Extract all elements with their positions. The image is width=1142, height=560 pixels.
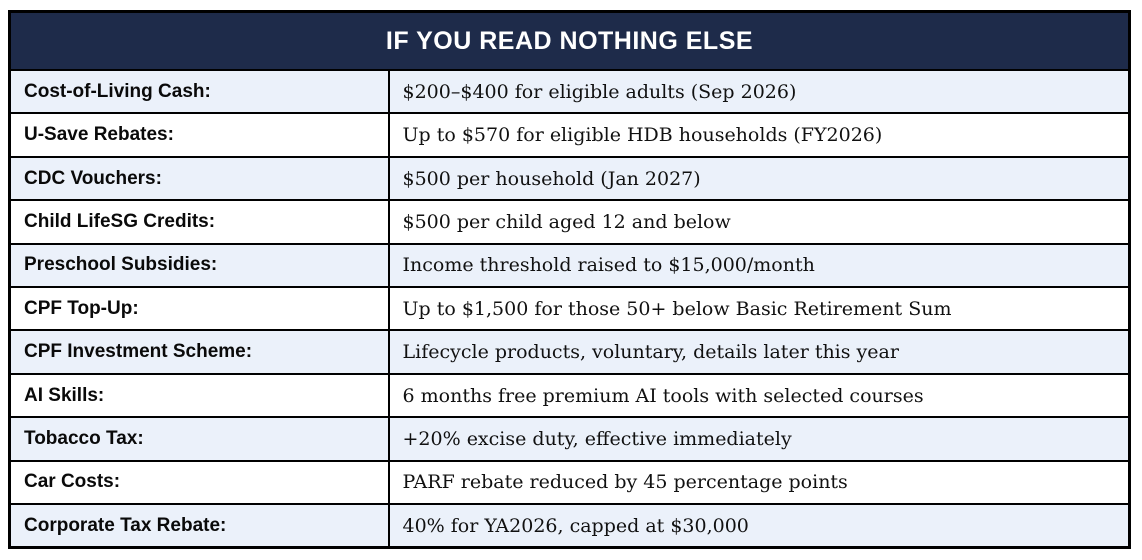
- table-row: Preschool Subsidies: Income threshold ra…: [8, 242, 1131, 289]
- row-label: Tobacco Tax:: [8, 416, 390, 462]
- row-value: $500 per household (Jan 2027): [387, 155, 1131, 202]
- table-row: Tobacco Tax: +20% excise duty, effective…: [8, 416, 1131, 462]
- row-label: U-Save Rebates:: [8, 112, 390, 158]
- row-label: CPF Investment Scheme:: [8, 329, 390, 375]
- row-label: Cost-of-Living Cash:: [8, 68, 390, 115]
- row-value: PARF rebate reduced by 45 percentage poi…: [387, 459, 1131, 506]
- table-row: U-Save Rebates: Up to $570 for eligible …: [8, 112, 1131, 158]
- table-row: Car Costs: PARF rebate reduced by 45 per…: [8, 459, 1131, 506]
- row-value: $500 per child aged 12 and below: [387, 199, 1131, 245]
- row-label: CPF Top-Up:: [8, 286, 390, 332]
- row-value: +20% excise duty, effective immediately: [387, 416, 1131, 462]
- table-row: Cost-of-Living Cash: $200–$400 for eligi…: [8, 68, 1131, 115]
- table-header-row: IF YOU READ NOTHING ELSE: [8, 10, 1131, 71]
- row-value: 40% for YA2026, capped at $30,000: [387, 503, 1131, 549]
- row-label: Car Costs:: [8, 459, 390, 506]
- summary-table-frame: IF YOU READ NOTHING ELSE Cost-of-Living …: [8, 10, 1131, 549]
- table-row: CDC Vouchers: $500 per household (Jan 20…: [8, 155, 1131, 202]
- row-value: Up to $570 for eligible HDB households (…: [387, 112, 1131, 158]
- row-label: Preschool Subsidies:: [8, 242, 390, 289]
- table-row: Child LifeSG Credits: $500 per child age…: [8, 199, 1131, 245]
- row-value: Lifecycle products, voluntary, details l…: [387, 329, 1131, 375]
- row-value: Income threshold raised to $15,000/month: [387, 242, 1131, 289]
- row-value: 6 months free premium AI tools with sele…: [387, 372, 1131, 419]
- table-row: CPF Top-Up: Up to $1,500 for those 50+ b…: [8, 286, 1131, 332]
- table-row: Corporate Tax Rebate: 40% for YA2026, ca…: [8, 503, 1131, 549]
- table-row: AI Skills: 6 months free premium AI tool…: [8, 372, 1131, 419]
- row-label: CDC Vouchers:: [8, 155, 390, 202]
- table-title: IF YOU READ NOTHING ELSE: [8, 10, 1131, 71]
- row-label: Child LifeSG Credits:: [8, 199, 390, 245]
- budget-summary-table: IF YOU READ NOTHING ELSE Cost-of-Living …: [8, 10, 1131, 549]
- row-value: $200–$400 for eligible adults (Sep 2026): [387, 68, 1131, 115]
- row-value: Up to $1,500 for those 50+ below Basic R…: [387, 286, 1131, 332]
- table-row: CPF Investment Scheme: Lifecycle product…: [8, 329, 1131, 375]
- row-label: AI Skills:: [8, 372, 390, 419]
- row-label: Corporate Tax Rebate:: [8, 503, 390, 549]
